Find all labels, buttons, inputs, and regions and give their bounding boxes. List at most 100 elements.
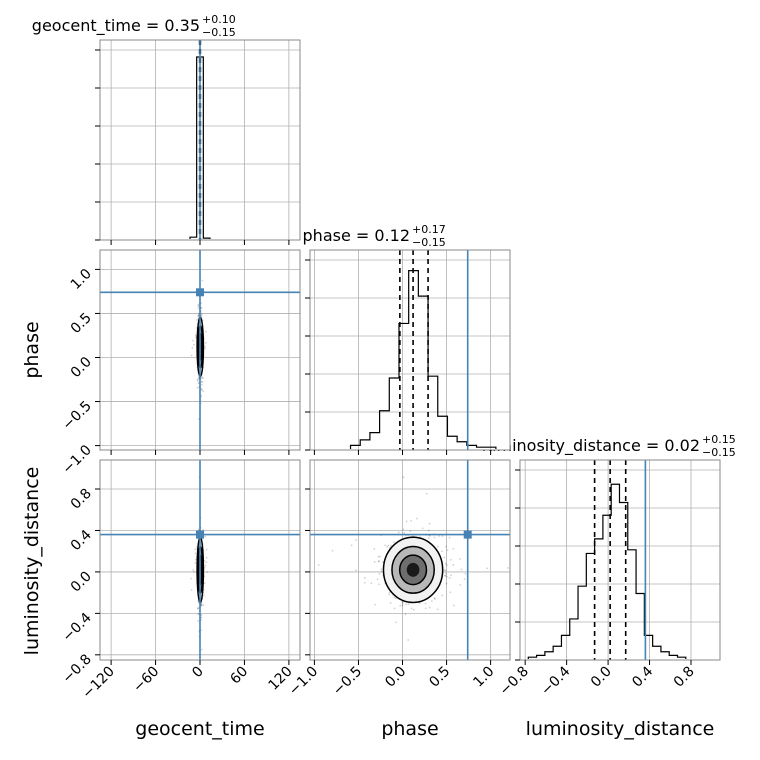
scatter-geocent-time-vs-phase-sample bbox=[205, 342, 207, 344]
scatter-geocent-time-vs-phase-truth-marker bbox=[196, 288, 204, 296]
scatter-geocent-time-vs-luminosity-distance-truth-marker bbox=[196, 531, 204, 539]
scatter-phase-vs-luminosity-distance-sample bbox=[393, 541, 395, 543]
scatter-geocent-time-vs-phase-sample bbox=[202, 377, 204, 379]
scatter-geocent-time-vs-phase-panel bbox=[100, 250, 300, 450]
scatter-geocent-time-vs-luminosity-distance-sample bbox=[197, 613, 199, 615]
scatter-geocent-time-vs-phase-sample bbox=[197, 387, 199, 389]
scatter-phase-vs-luminosity-distance-sample bbox=[378, 561, 380, 563]
scatter-phase-vs-luminosity-distance-xtick-label-4: 1.0 bbox=[470, 664, 497, 691]
scatter-phase-vs-luminosity-distance-sample bbox=[443, 556, 445, 558]
scatter-phase-vs-luminosity-distance-sample bbox=[429, 607, 431, 609]
scatter-phase-vs-luminosity-distance-truth-marker bbox=[464, 531, 472, 539]
scatter-geocent-time-vs-phase-sample bbox=[191, 347, 193, 349]
scatter-geocent-time-vs-luminosity-distance-sample bbox=[202, 529, 204, 531]
scatter-geocent-time-vs-luminosity-distance-sample bbox=[201, 614, 203, 616]
scatter-geocent-time-vs-luminosity-distance-sample bbox=[204, 582, 206, 584]
scatter-phase-vs-luminosity-distance-sample bbox=[364, 582, 366, 584]
hist-geocent-time-panel bbox=[100, 40, 300, 240]
hist-phase-background bbox=[310, 250, 510, 450]
x-axis-label-phase: phase bbox=[381, 718, 438, 740]
scatter-phase-vs-luminosity-distance-sample bbox=[402, 528, 404, 530]
scatter-phase-vs-luminosity-distance-sample bbox=[425, 603, 427, 605]
scatter-phase-vs-luminosity-distance-sample bbox=[405, 614, 407, 616]
title-luminosity-distance: luminosity_distance = 0.02 +0.15 −0.15 bbox=[482, 433, 736, 459]
scatter-phase-vs-luminosity-distance-sample bbox=[395, 622, 397, 624]
scatter-phase-vs-luminosity-distance-sample bbox=[425, 607, 427, 609]
scatter-phase-vs-luminosity-distance-sample bbox=[445, 573, 447, 575]
hist-luminosity-distance-xtick-label-1: −0.4 bbox=[538, 663, 573, 698]
title-phase: phase = 0.12 +0.17 −0.15 bbox=[303, 223, 446, 249]
scatter-geocent-time-vs-luminosity-distance-sample bbox=[204, 536, 206, 538]
scatter-geocent-time-vs-phase-sample bbox=[204, 348, 206, 350]
scatter-geocent-time-vs-luminosity-distance-sample bbox=[202, 604, 204, 606]
scatter-phase-vs-luminosity-distance-sample bbox=[464, 578, 466, 580]
scatter-phase-vs-luminosity-distance-sample bbox=[405, 603, 407, 605]
scatter-geocent-time-vs-phase-sample bbox=[192, 340, 194, 342]
scatter-geocent-time-vs-luminosity-distance-sample bbox=[191, 589, 193, 591]
scatter-geocent-time-vs-phase-sample bbox=[201, 384, 203, 386]
scatter-phase-vs-luminosity-distance-sample bbox=[381, 571, 383, 573]
scatter-phase-vs-luminosity-distance-sample bbox=[460, 569, 462, 571]
scatter-geocent-time-vs-luminosity-distance-xtick-label-3: 60 bbox=[227, 664, 251, 688]
scatter-geocent-time-vs-luminosity-distance-sample bbox=[197, 620, 199, 622]
scatter-geocent-time-vs-phase-ytick-label-0: −1.0 bbox=[59, 442, 94, 477]
scatter-phase-vs-luminosity-distance-sample bbox=[406, 521, 408, 523]
x-axis-label-geocent-time: geocent_time bbox=[135, 718, 264, 740]
scatter-phase-vs-luminosity-distance-sample bbox=[373, 548, 375, 550]
scatter-phase-vs-luminosity-distance-sample bbox=[407, 639, 409, 641]
scatter-geocent-time-vs-luminosity-distance-sample bbox=[193, 571, 195, 573]
scatter-geocent-time-vs-phase-ytick-label-4: 1.0 bbox=[68, 266, 95, 293]
scatter-phase-vs-luminosity-distance-sample bbox=[446, 576, 448, 578]
scatter-phase-vs-luminosity-distance-sample bbox=[431, 600, 433, 602]
scatter-phase-vs-luminosity-distance-sample bbox=[444, 575, 446, 577]
scatter-phase-vs-luminosity-distance-contour-3 bbox=[407, 563, 420, 577]
scatter-phase-vs-luminosity-distance-sample bbox=[379, 556, 381, 558]
scatter-phase-vs-luminosity-distance-sample bbox=[393, 597, 395, 599]
title-geocent-time: geocent_time = 0.35 +0.10 −0.15 bbox=[32, 13, 236, 39]
scatter-geocent-time-vs-luminosity-distance-sample bbox=[195, 553, 197, 555]
scatter-phase-vs-luminosity-distance-sample bbox=[318, 564, 320, 566]
hist-luminosity-distance-xtick-label-3: 0.4 bbox=[629, 663, 656, 690]
scatter-phase-vs-luminosity-distance-sample bbox=[411, 607, 413, 609]
scatter-phase-vs-luminosity-distance-sample bbox=[374, 604, 376, 606]
scatter-phase-vs-luminosity-distance-sample bbox=[403, 476, 405, 478]
scatter-geocent-time-vs-phase-ytick-label-2: 0.0 bbox=[68, 354, 95, 381]
x-axis-label-luminosity-distance: luminosity_distance bbox=[526, 718, 715, 740]
scatter-geocent-time-vs-phase-sample bbox=[198, 307, 200, 309]
scatter-phase-vs-luminosity-distance-sample bbox=[450, 559, 452, 561]
scatter-phase-vs-luminosity-distance-sample bbox=[351, 544, 353, 546]
scatter-phase-vs-luminosity-distance-sample bbox=[449, 577, 451, 579]
scatter-phase-vs-luminosity-distance-sample bbox=[386, 546, 388, 548]
scatter-phase-vs-luminosity-distance-sample bbox=[453, 605, 455, 607]
scatter-phase-vs-luminosity-distance-sample bbox=[332, 550, 334, 552]
hist-luminosity-distance-xtick-label-4: 0.8 bbox=[671, 664, 698, 691]
scatter-phase-vs-luminosity-distance-sample bbox=[452, 548, 454, 550]
scatter-geocent-time-vs-luminosity-distance-ytick-label-4: 0.8 bbox=[68, 486, 95, 513]
scatter-phase-vs-luminosity-distance-sample bbox=[449, 591, 451, 593]
scatter-geocent-time-vs-phase-sample bbox=[195, 334, 197, 336]
scatter-phase-vs-luminosity-distance-sample bbox=[428, 537, 430, 539]
scatter-phase-vs-luminosity-distance-sample bbox=[380, 568, 382, 570]
scatter-phase-vs-luminosity-distance-sample bbox=[437, 546, 439, 548]
scatter-geocent-time-vs-luminosity-distance-sample bbox=[194, 548, 196, 550]
scatter-phase-vs-luminosity-distance-sample bbox=[413, 609, 415, 611]
scatter-phase-vs-luminosity-distance-sample bbox=[409, 530, 411, 532]
scatter-geocent-time-vs-phase-sample bbox=[197, 380, 199, 382]
scatter-phase-vs-luminosity-distance-sample bbox=[378, 573, 380, 575]
y-axis-label-luminosity-distance: luminosity_distance bbox=[21, 467, 43, 656]
scatter-phase-vs-luminosity-distance-sample bbox=[452, 564, 454, 566]
title-phase-plus: +0.17 bbox=[412, 223, 446, 236]
scatter-phase-vs-luminosity-distance-xtick-label-1: −0.5 bbox=[330, 664, 365, 699]
scatter-phase-vs-luminosity-distance-sample bbox=[398, 531, 400, 533]
scatter-phase-vs-luminosity-distance-sample bbox=[428, 530, 430, 532]
title-phase-main: phase = 0.12 bbox=[303, 226, 410, 245]
scatter-phase-vs-luminosity-distance-sample bbox=[450, 574, 452, 576]
scatter-phase-vs-luminosity-distance-sample bbox=[390, 602, 392, 604]
scatter-phase-vs-luminosity-distance-sample bbox=[445, 563, 447, 565]
title-phase-minus: −0.15 bbox=[412, 236, 446, 249]
scatter-phase-vs-luminosity-distance-sample bbox=[449, 537, 451, 539]
scatter-phase-vs-luminosity-distance-sample bbox=[446, 583, 448, 585]
scatter-phase-vs-luminosity-distance-sample bbox=[447, 549, 449, 551]
y-axis-label-phase: phase bbox=[21, 321, 43, 378]
